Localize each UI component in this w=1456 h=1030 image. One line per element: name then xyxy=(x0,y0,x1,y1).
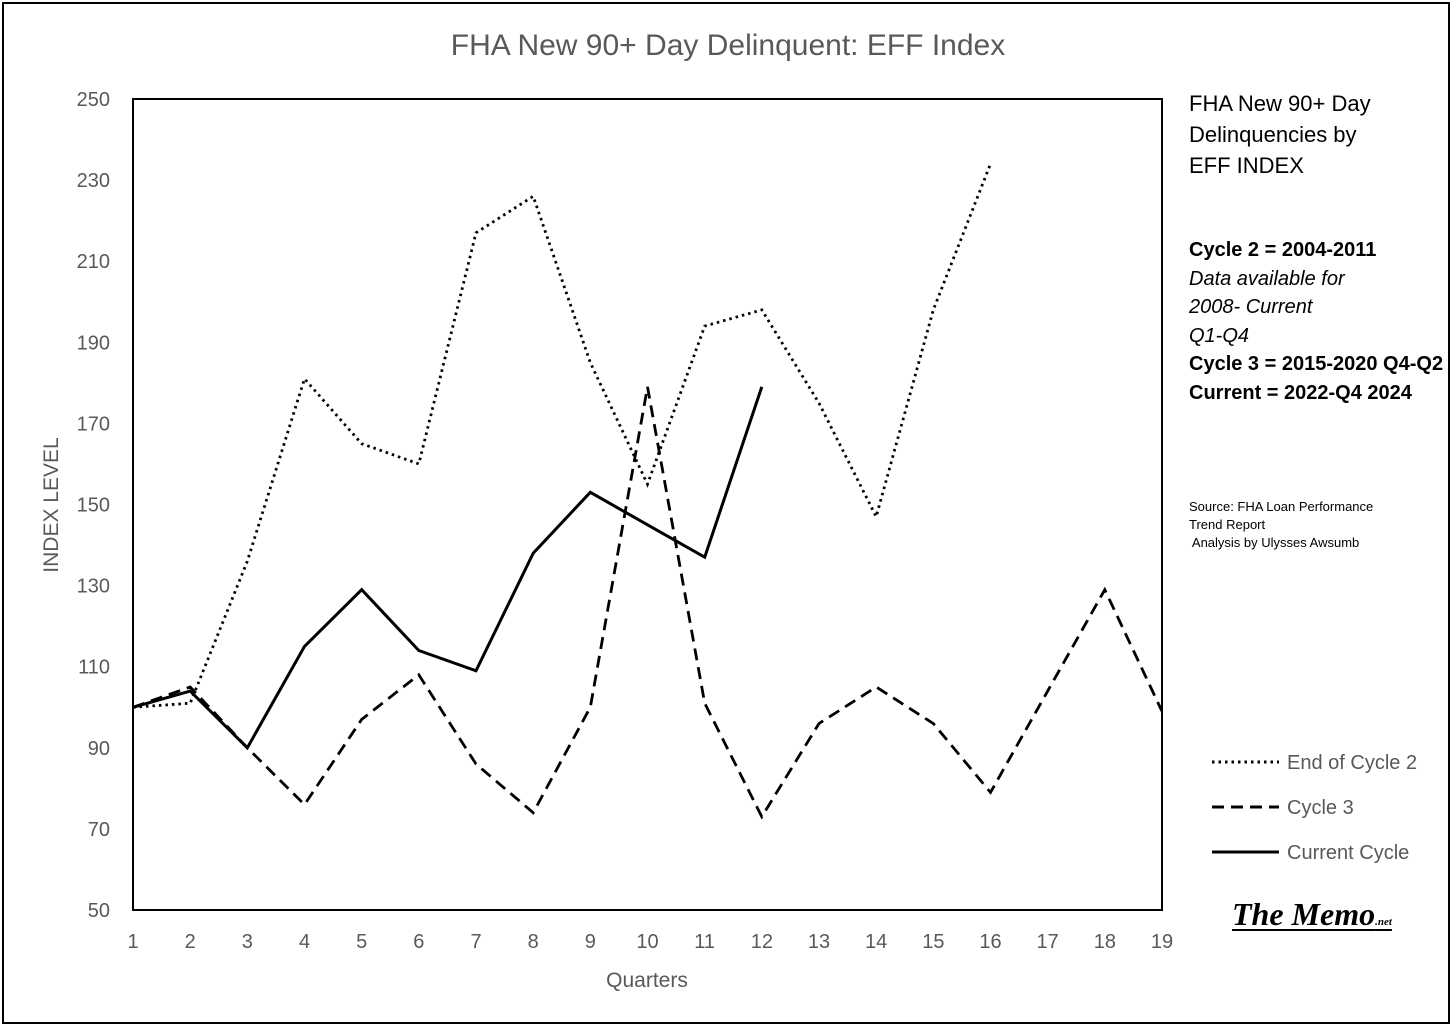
x-tick-label: 5 xyxy=(356,931,367,953)
y-tick-label: 170 xyxy=(77,413,110,435)
heading-line: EFF INDEX xyxy=(1189,153,1304,178)
legend-label: Current Cycle xyxy=(1287,842,1409,864)
x-tick-label: 13 xyxy=(808,931,830,953)
x-tick-labels: 1 2 3 4 5 6 7 8 9 10 11 12 13 14 15 16 17 18 19 xyxy=(127,931,1173,953)
x-tick-label: 17 xyxy=(1037,931,1059,953)
x-tick-label: 9 xyxy=(585,931,596,953)
y-tick-label: 110 xyxy=(78,657,110,679)
y-tick-label: 250 xyxy=(77,89,110,111)
x-tick-label: 2 xyxy=(185,931,196,953)
x-tick-label: 19 xyxy=(1151,931,1173,953)
x-tick-label: 4 xyxy=(299,931,310,953)
source-note: Source: FHA Loan Performance Trend Repor… xyxy=(1189,499,1374,550)
side-panel-heading: FHA New 90+ Day Delinquencies by EFF IND… xyxy=(1189,88,1439,181)
cycle2-note-line: 2008- Current xyxy=(1189,296,1313,318)
x-tick-label: 3 xyxy=(242,931,253,953)
cycle2-label: Cycle 2 = 2004-2011 xyxy=(1189,239,1377,261)
x-tick-label: 16 xyxy=(979,931,1001,953)
x-tick-label: 1 xyxy=(127,931,138,953)
cycle2-note-line: Q1-Q4 xyxy=(1189,324,1250,347)
chart-title: FHA New 90+ Day Delinquent: EFF Index xyxy=(451,29,1005,62)
cycle3-label: Cycle 3 = 2015-2020 Q4-Q2 xyxy=(1189,353,1444,375)
legend-label: Cycle 3 xyxy=(1287,797,1354,819)
current-cycle-label: Current = 2022-Q4 2024 xyxy=(1189,381,1412,404)
x-axis-label: Quarters xyxy=(606,969,688,992)
x-tick-label: 6 xyxy=(413,931,424,953)
y-tick-label: 150 xyxy=(77,495,110,517)
y-tick-label: 230 xyxy=(77,170,110,192)
cycle-notes: Cycle 2 = 2004-2011 Data available for 2… xyxy=(1189,236,1449,407)
y-tick-label: 90 xyxy=(88,738,110,760)
legend: End of Cycle 2 Cycle 3 Current Cycle xyxy=(1212,752,1417,864)
y-tick-label: 50 xyxy=(88,900,110,922)
series-line-cycle-3 xyxy=(132,386,1164,820)
y-tick-label: 70 xyxy=(88,819,110,841)
x-tick-label: 14 xyxy=(865,931,887,953)
x-tick-label: 15 xyxy=(922,931,944,953)
y-tick-label: 190 xyxy=(77,332,110,354)
x-tick-label: 11 xyxy=(694,931,715,953)
y-tick-labels: 250 230 210 190 170 150 130 110 90 70 50 xyxy=(77,89,110,922)
y-tick-label: 130 xyxy=(77,576,110,598)
the-memo-logo: The Memo.net xyxy=(1232,896,1392,933)
logo-suffix: .net xyxy=(1375,916,1392,928)
logo-text: The Memo xyxy=(1232,896,1376,932)
heading-line: Delinquencies by xyxy=(1189,122,1357,147)
x-tick-label: 18 xyxy=(1094,931,1116,953)
legend-label: End of Cycle 2 xyxy=(1287,752,1417,774)
series-lines xyxy=(132,163,1164,820)
plot-area-border xyxy=(132,98,1163,911)
x-tick-label: 7 xyxy=(470,931,481,953)
series-line-end-of-cycle-2 xyxy=(132,163,992,709)
y-tick-label: 210 xyxy=(77,251,110,273)
heading-line: FHA New 90+ Day xyxy=(1189,91,1371,116)
y-axis-label: INDEX LEVEL xyxy=(40,437,63,572)
x-tick-label: 12 xyxy=(751,931,773,953)
series-line-current-cycle xyxy=(132,386,764,751)
x-tick-label: 8 xyxy=(528,931,539,953)
cycle2-note-line: Data available for xyxy=(1189,267,1345,290)
x-tick-label: 10 xyxy=(636,931,658,953)
